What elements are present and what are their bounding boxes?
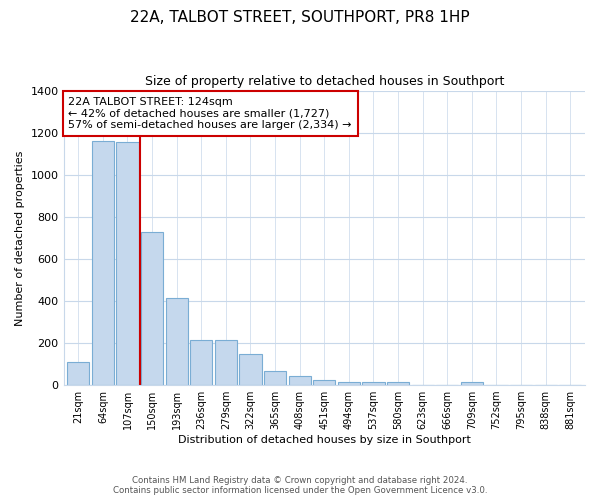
Text: 22A TALBOT STREET: 124sqm
← 42% of detached houses are smaller (1,727)
57% of se: 22A TALBOT STREET: 124sqm ← 42% of detac… [68,97,352,130]
Bar [166,298,188,385]
Bar [264,372,286,385]
Bar [461,382,483,385]
Bar [362,382,385,385]
Bar [116,142,139,385]
Bar [215,340,237,385]
Text: Contains HM Land Registry data © Crown copyright and database right 2024.
Contai: Contains HM Land Registry data © Crown c… [113,476,487,495]
Y-axis label: Number of detached properties: Number of detached properties [15,150,25,326]
Bar [239,354,262,385]
Bar [67,362,89,385]
Title: Size of property relative to detached houses in Southport: Size of property relative to detached ho… [145,75,504,88]
Text: 22A, TALBOT STREET, SOUTHPORT, PR8 1HP: 22A, TALBOT STREET, SOUTHPORT, PR8 1HP [130,10,470,25]
Bar [387,382,409,385]
Bar [141,232,163,385]
Bar [338,382,360,385]
X-axis label: Distribution of detached houses by size in Southport: Distribution of detached houses by size … [178,435,471,445]
Bar [313,380,335,385]
Bar [289,376,311,385]
Bar [92,141,114,385]
Bar [190,340,212,385]
